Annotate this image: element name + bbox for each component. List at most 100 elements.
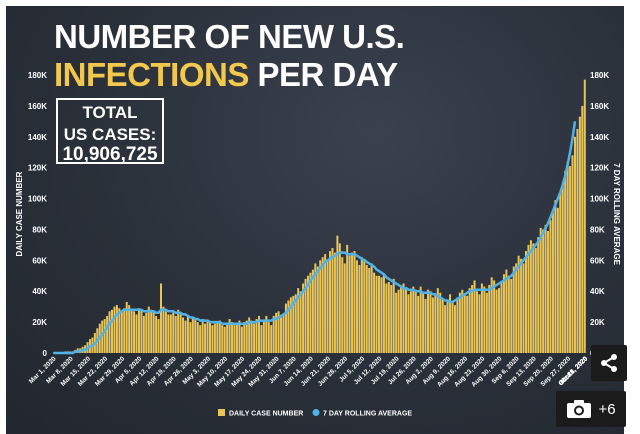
bar: [515, 263, 518, 353]
y-tick-right: 160K: [590, 102, 609, 111]
bar: [524, 251, 527, 353]
bar: [108, 311, 111, 353]
bar: [414, 289, 417, 353]
bar: [302, 283, 305, 353]
bar: [155, 315, 158, 353]
bar: [581, 105, 584, 353]
total-cases-box: TOTAL US CASES: 10,906,725: [56, 98, 164, 165]
bar: [480, 283, 483, 353]
bar: [216, 322, 219, 353]
bar: [137, 308, 140, 353]
bar: [240, 326, 243, 353]
bar: [228, 319, 231, 353]
bar: [529, 240, 532, 353]
bar: [463, 294, 466, 353]
bar: [527, 244, 530, 353]
bar: [431, 297, 434, 353]
bar: [512, 266, 515, 353]
bar: [370, 263, 373, 353]
bar: [223, 326, 226, 353]
bar: [346, 244, 349, 353]
bar: [544, 224, 547, 353]
bar: [316, 266, 319, 353]
bar: [539, 227, 542, 353]
bar: [221, 325, 224, 353]
bar: [343, 263, 346, 353]
bar: [120, 311, 123, 353]
y-tick-left: 100K: [28, 195, 47, 204]
bar: [284, 303, 287, 353]
camera-icon: [567, 400, 592, 418]
y-tick-left: 20K: [32, 318, 47, 327]
bar: [167, 314, 170, 353]
bar: [174, 315, 177, 353]
bar: [441, 298, 444, 353]
bar: [336, 235, 339, 353]
bar: [113, 306, 116, 353]
bar: [250, 320, 253, 353]
bar: [289, 297, 292, 353]
gallery-button[interactable]: +6: [556, 391, 626, 427]
bar: [253, 323, 256, 353]
y-tick-left: 80K: [32, 225, 47, 234]
bar: [270, 325, 273, 353]
bar: [179, 314, 182, 353]
bar: [571, 155, 574, 353]
bar: [498, 288, 501, 353]
chart-title-highlight: INFECTIONS: [54, 56, 249, 93]
bar: [101, 320, 104, 353]
total-cases-value: 10,906,725: [62, 144, 158, 165]
y-tick-right: 140K: [590, 133, 609, 142]
bar: [554, 200, 557, 353]
bar: [502, 274, 505, 353]
bar: [128, 305, 131, 353]
y-tick-right: 80K: [590, 225, 605, 234]
rolling-average-line: [53, 121, 577, 355]
bar: [400, 286, 403, 353]
bar: [365, 264, 368, 353]
bar: [201, 319, 204, 353]
bar: [172, 312, 175, 353]
bar: [564, 170, 567, 353]
bar: [157, 319, 160, 353]
legend-label-average: 7 DAY ROLLING AVERAGE: [323, 411, 412, 418]
bar: [280, 317, 283, 353]
gallery-count: +6: [598, 400, 616, 418]
bar: [287, 300, 290, 353]
bar: [453, 305, 456, 353]
y-axis-label-right: 7 DAY ROLLING AVERAGE: [612, 163, 621, 265]
bar: [473, 280, 476, 353]
bar: [333, 252, 336, 353]
bar: [257, 315, 260, 353]
bar: [578, 116, 581, 353]
bar: [407, 294, 410, 353]
bar: [522, 263, 525, 353]
bar: [329, 251, 332, 353]
bar: [468, 288, 471, 353]
bar: [451, 302, 454, 353]
bar: [142, 315, 145, 353]
bar: [191, 317, 194, 353]
bar: [547, 230, 550, 353]
bar: [341, 257, 344, 353]
bar: [326, 260, 329, 353]
y-tick-right: 100K: [590, 195, 609, 204]
bar: [118, 308, 121, 353]
total-cases-label-1: TOTAL: [82, 103, 138, 122]
bar: [111, 309, 114, 353]
y-tick-right: 60K: [590, 256, 605, 265]
bar: [265, 315, 268, 353]
bar: [561, 184, 564, 353]
bar: [409, 291, 412, 353]
bar: [520, 258, 523, 353]
bar: [255, 319, 258, 353]
bar: [351, 252, 354, 353]
bar: [390, 285, 393, 353]
share-button[interactable]: [591, 345, 627, 381]
bar: [404, 288, 407, 353]
bar: [294, 294, 297, 353]
bar: [135, 314, 138, 353]
bar: [140, 309, 143, 353]
bar: [319, 260, 322, 353]
bar: [449, 294, 452, 353]
